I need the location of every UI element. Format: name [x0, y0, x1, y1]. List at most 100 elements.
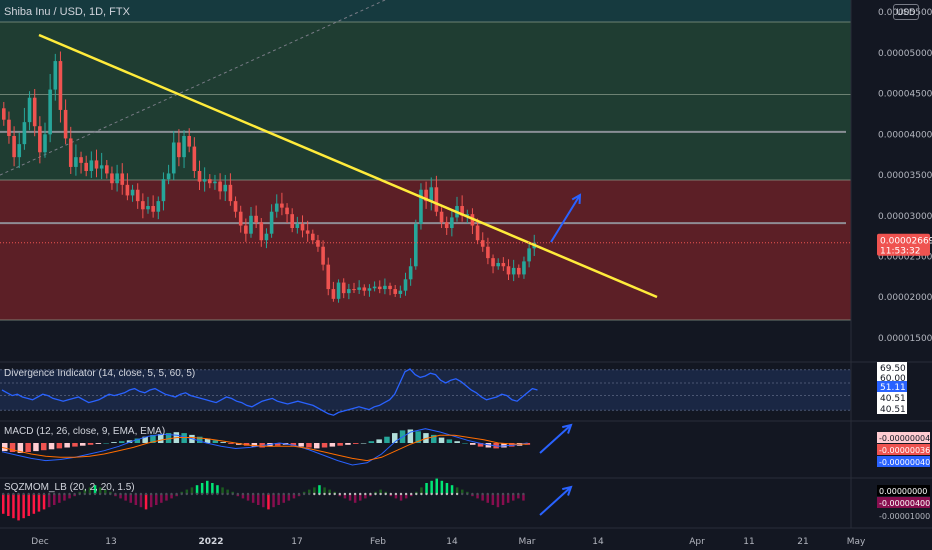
sqzmom-bar [88, 487, 92, 494]
candle-body [491, 258, 495, 267]
sqzmom-bar [221, 487, 224, 494]
sqzmom-dot [155, 492, 158, 496]
blue-arrow-sqz-head [562, 485, 573, 496]
sqzmom-dot [42, 492, 46, 496]
candle-body [89, 160, 94, 171]
candle-body [439, 211, 444, 223]
sqzmom-dot [185, 492, 188, 496]
sqzmom-dot [308, 492, 311, 496]
candle-body [517, 267, 521, 275]
macd-histogram-bar [9, 443, 16, 452]
sqzmom-bar [211, 483, 214, 494]
macd-histogram-bar [376, 439, 382, 443]
sqzmom-bar [241, 494, 245, 499]
blue-arrow-sqz-shaft [539, 486, 572, 516]
sqzmom-bar [394, 494, 398, 499]
sqzmom-dot [410, 492, 413, 496]
sqzmom-dot [328, 492, 331, 496]
sqzmom-dot [272, 492, 275, 496]
macd-histogram-bar [80, 443, 86, 446]
sqzmom-bar [364, 494, 367, 499]
macd-indicator-label[interactable]: MACD (12, 26, close, 9, EMA, EMA) [4, 426, 166, 437]
macd-histogram-bar [438, 437, 445, 443]
candle-body [486, 246, 490, 259]
sqzmom-bar [267, 494, 270, 510]
sqzmom-bar [486, 494, 489, 503]
sqzmom-dot [353, 492, 357, 496]
candle-body [218, 181, 222, 192]
macd-histogram-bar [360, 443, 367, 444]
time-axis-tick: May [847, 537, 866, 547]
candle-body [74, 157, 78, 167]
macd-histogram-bar [56, 443, 63, 449]
divergence-value-tag [877, 381, 907, 392]
sqzmom-dot [338, 492, 341, 496]
sqzmom-dot [12, 492, 15, 496]
macd-histogram-bar [150, 434, 156, 443]
candle-body [84, 162, 88, 171]
macd-histogram-bar [462, 443, 468, 444]
time-axis-tick: 11 [743, 537, 754, 547]
sqzmom-dot [160, 492, 163, 496]
macd-histogram-bar [142, 436, 148, 443]
divergence-tick-bg [877, 362, 907, 373]
candle-body [377, 286, 382, 290]
candle-body [357, 287, 361, 290]
sqzmom-bar [7, 494, 10, 516]
sqzmom-bar [170, 494, 173, 499]
macd-histogram-bar [25, 443, 31, 452]
sqzmom-bar [2, 494, 5, 514]
sqzmom-bar [359, 494, 362, 501]
sqzmom-bar [455, 487, 459, 494]
sqzmom-bar [190, 487, 194, 494]
macd-histogram-bar [64, 443, 70, 448]
sqzmom-dot [348, 492, 352, 496]
sqzmom-dot [226, 492, 229, 496]
sqzmom-indicator-label[interactable]: SQZMOM_LB (20, 2, 20, 1.5) [4, 482, 135, 493]
sqzmom-dot [435, 492, 438, 496]
blue-arrow-main-head [571, 193, 582, 205]
sqzmom-axis-tick: 0.00000000 [879, 487, 927, 496]
sqzmom-bar [343, 494, 347, 499]
sqzmom-dot [445, 492, 449, 496]
macd-histogram-bar [119, 441, 125, 443]
divergence-indicator-label[interactable]: Divergence Indicator (14, close, 5, 5, 6… [4, 368, 196, 379]
macd-histogram-bar [111, 442, 117, 443]
zone-green-band [0, 21, 851, 180]
candle-body [527, 248, 531, 262]
blue-arrow-macd-shaft [539, 424, 572, 454]
sqzmom-dot [2, 492, 5, 496]
time-axis-tick: 14 [592, 537, 604, 547]
sqzmom-dot [430, 492, 433, 496]
sqzmom-value-tag [877, 485, 930, 496]
sqzmom-dot [313, 492, 316, 496]
sqzmom-dot [32, 492, 35, 496]
candle-body [182, 135, 186, 158]
sqzmom-dot [318, 492, 321, 496]
sqzmom-bar [246, 494, 250, 501]
sqzmom-dot [374, 492, 377, 496]
candle-body [223, 184, 228, 192]
sqzmom-dot [292, 492, 296, 496]
macd-histogram-bar [392, 433, 398, 443]
candle-body [192, 146, 197, 171]
sqzmom-bar [399, 494, 403, 501]
sqzmom-bar [461, 489, 464, 494]
candle-body [398, 290, 403, 294]
macd-histogram-bar [72, 443, 78, 447]
candle-body [269, 211, 274, 234]
sqzmom-bar [440, 480, 444, 494]
candle-body [326, 264, 331, 290]
currency-button[interactable]: USD [893, 4, 919, 20]
divergence-axis-tick: 60.00 [880, 374, 906, 384]
time-axis-tick: 13 [105, 537, 116, 547]
macd-histogram-bar [48, 443, 55, 450]
candle-body [38, 126, 42, 153]
divergence-tick-bg [877, 392, 907, 403]
sqzmom-bar [491, 494, 495, 505]
sqzmom-bar [308, 489, 311, 494]
macd-value-tag [877, 456, 930, 467]
candle-body [341, 282, 346, 294]
sqzmom-bar [328, 489, 331, 494]
